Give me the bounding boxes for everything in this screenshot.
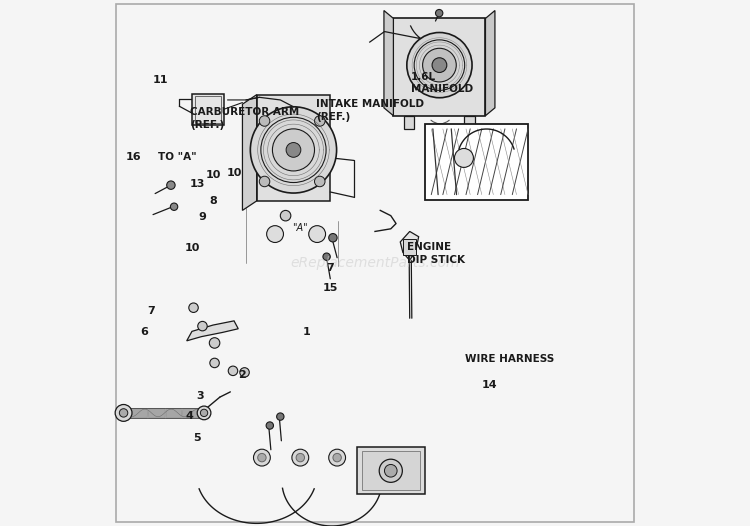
Text: ENGINE
DIP STICK: ENGINE DIP STICK <box>406 242 464 265</box>
Circle shape <box>314 176 325 187</box>
Circle shape <box>328 234 338 242</box>
Circle shape <box>228 366 238 376</box>
Circle shape <box>166 181 175 189</box>
Bar <box>194 96 221 123</box>
Text: 15: 15 <box>322 283 338 294</box>
Text: 3: 3 <box>196 390 204 401</box>
Circle shape <box>198 321 207 331</box>
Text: 1: 1 <box>303 327 310 338</box>
Circle shape <box>251 107 337 193</box>
Circle shape <box>258 453 266 462</box>
Circle shape <box>267 226 284 242</box>
Circle shape <box>280 210 291 221</box>
Text: 2: 2 <box>238 369 246 380</box>
Circle shape <box>292 449 309 466</box>
Text: 13: 13 <box>190 179 205 189</box>
Circle shape <box>422 48 456 82</box>
Text: 8: 8 <box>209 196 217 206</box>
Bar <box>192 94 224 125</box>
Polygon shape <box>187 321 238 341</box>
Circle shape <box>323 253 330 260</box>
Text: 1.6L
MANIFOLD: 1.6L MANIFOLD <box>411 72 473 94</box>
Text: CARBURETOR ARM
(REF.): CARBURETOR ARM (REF.) <box>190 107 299 129</box>
Text: 6: 6 <box>141 327 148 338</box>
Polygon shape <box>213 205 228 279</box>
Circle shape <box>272 129 314 171</box>
Circle shape <box>277 413 284 420</box>
Circle shape <box>333 453 341 462</box>
Bar <box>403 239 416 255</box>
Circle shape <box>380 459 402 482</box>
Circle shape <box>432 58 447 73</box>
Text: "A": "A" <box>292 222 308 233</box>
Circle shape <box>119 409 128 417</box>
Circle shape <box>266 422 274 429</box>
FancyArrowPatch shape <box>431 120 449 124</box>
Text: 7: 7 <box>326 263 334 274</box>
Text: 10: 10 <box>226 167 242 178</box>
Polygon shape <box>485 11 495 116</box>
Polygon shape <box>199 489 314 523</box>
Text: 14: 14 <box>482 380 497 390</box>
Text: eReplacementParts.com: eReplacementParts.com <box>290 256 460 270</box>
Polygon shape <box>228 205 380 268</box>
Circle shape <box>210 358 219 368</box>
Polygon shape <box>400 231 418 260</box>
Bar <box>362 451 420 490</box>
Circle shape <box>240 368 249 377</box>
Circle shape <box>328 449 346 466</box>
Bar <box>356 447 425 494</box>
Circle shape <box>286 143 301 157</box>
Circle shape <box>385 464 397 477</box>
Circle shape <box>260 116 270 126</box>
Text: 4: 4 <box>186 410 194 421</box>
Bar <box>464 116 475 129</box>
Bar <box>425 124 527 200</box>
Circle shape <box>314 116 325 126</box>
Circle shape <box>296 453 304 462</box>
Circle shape <box>254 449 270 466</box>
Circle shape <box>209 338 220 348</box>
Text: 10: 10 <box>206 169 220 180</box>
Polygon shape <box>242 95 256 210</box>
Text: 16: 16 <box>125 151 141 162</box>
Bar <box>394 18 485 116</box>
Polygon shape <box>256 95 330 201</box>
Text: WIRE HARNESS: WIRE HARNESS <box>466 353 555 364</box>
Circle shape <box>170 203 178 210</box>
Bar <box>404 116 415 129</box>
Polygon shape <box>384 11 394 116</box>
Text: 7: 7 <box>148 306 155 317</box>
Polygon shape <box>228 258 380 276</box>
Text: 10: 10 <box>184 243 200 254</box>
Text: TO "A": TO "A" <box>158 151 197 162</box>
Text: 9: 9 <box>199 211 206 222</box>
Circle shape <box>406 33 472 98</box>
Circle shape <box>260 176 270 187</box>
Circle shape <box>116 404 132 421</box>
Circle shape <box>189 303 198 312</box>
Text: 11: 11 <box>153 75 168 85</box>
Polygon shape <box>283 488 381 526</box>
Circle shape <box>200 409 208 417</box>
Text: INTAKE MANIFOLD
(REF.): INTAKE MANIFOLD (REF.) <box>316 99 424 122</box>
Circle shape <box>454 148 473 167</box>
Circle shape <box>309 226 326 242</box>
Circle shape <box>197 406 211 420</box>
Text: 5: 5 <box>194 432 201 443</box>
Circle shape <box>436 9 442 17</box>
